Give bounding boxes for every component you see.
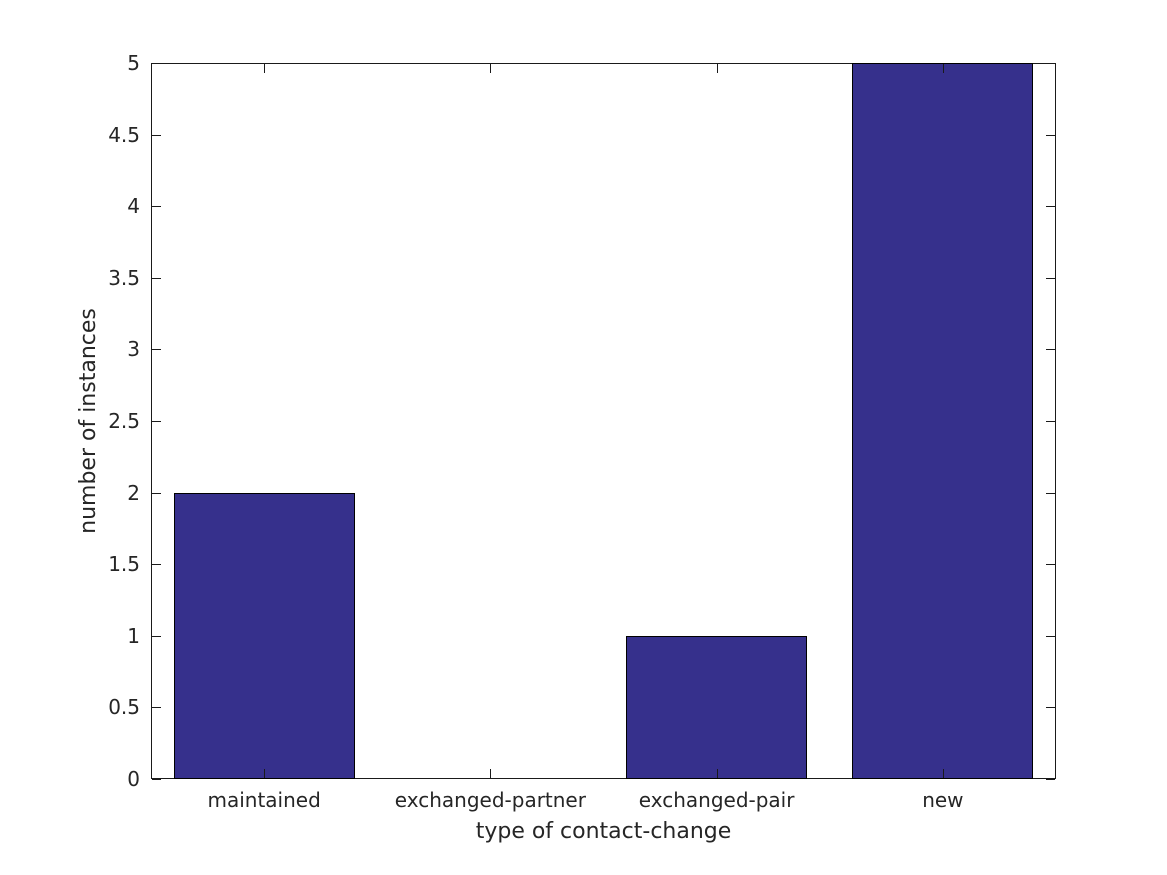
y-tick-label: 0 xyxy=(127,767,140,791)
y-tick-mark-left xyxy=(152,779,161,780)
y-tick-label: 5 xyxy=(127,51,140,75)
x-tick-mark-top xyxy=(716,64,718,73)
y-tick-mark-right xyxy=(1046,707,1055,709)
y-tick-label: 4 xyxy=(127,194,140,219)
y-tick-mark-left xyxy=(152,349,161,351)
bar-new xyxy=(852,63,1034,779)
bar-exchanged-pair xyxy=(626,635,808,779)
x-tick-mark-bottom xyxy=(264,769,266,778)
y-tick-mark-left xyxy=(152,206,161,208)
y-tick-label: 4.5 xyxy=(108,122,140,147)
y-tick-mark-left xyxy=(152,421,161,422)
y-tick-label: 2.5 xyxy=(108,409,140,433)
x-tick-label: new xyxy=(922,788,964,812)
y-tick-mark-right xyxy=(1046,63,1055,64)
x-tick-label: exchanged-partner xyxy=(394,788,586,812)
x-tick-mark-bottom xyxy=(942,769,944,778)
x-tick-mark-top xyxy=(264,64,266,73)
y-tick-mark-left xyxy=(152,277,161,279)
y-axis-label: number of instances xyxy=(75,308,101,534)
x-tick-mark-top xyxy=(490,64,492,73)
y-tick-mark-right xyxy=(1046,635,1055,637)
x-tick-mark-bottom xyxy=(716,769,718,778)
y-tick-label: 2 xyxy=(127,480,140,505)
y-tick-label: 1 xyxy=(127,623,140,648)
y-tick-label: 1.5 xyxy=(108,552,140,577)
x-tick-mark-top xyxy=(942,64,944,73)
y-tick-mark-right xyxy=(1046,349,1055,351)
y-tick-mark-left xyxy=(152,134,161,136)
x-tick-label: exchanged-pair xyxy=(638,788,795,812)
y-tick-mark-left xyxy=(152,635,161,637)
x-tick-label: maintained xyxy=(207,788,321,812)
y-tick-mark-left xyxy=(152,63,161,64)
y-tick-label: 0.5 xyxy=(108,695,140,720)
x-axis-label: type of contact-change xyxy=(475,819,732,844)
y-tick-mark-right xyxy=(1046,492,1055,494)
y-tick-mark-right xyxy=(1046,564,1055,566)
y-tick-mark-left xyxy=(152,492,161,494)
x-tick-mark-bottom xyxy=(490,769,492,778)
y-tick-mark-left xyxy=(152,707,161,709)
y-tick-label: 3 xyxy=(127,337,140,362)
y-tick-mark-left xyxy=(152,564,161,566)
y-tick-mark-right xyxy=(1046,421,1055,422)
bar-maintained xyxy=(173,492,355,779)
y-tick-mark-right xyxy=(1046,134,1055,136)
y-tick-mark-right xyxy=(1046,206,1055,208)
y-tick-mark-right xyxy=(1046,779,1055,780)
y-tick-label: 3.5 xyxy=(108,265,140,290)
y-tick-mark-right xyxy=(1046,277,1055,279)
